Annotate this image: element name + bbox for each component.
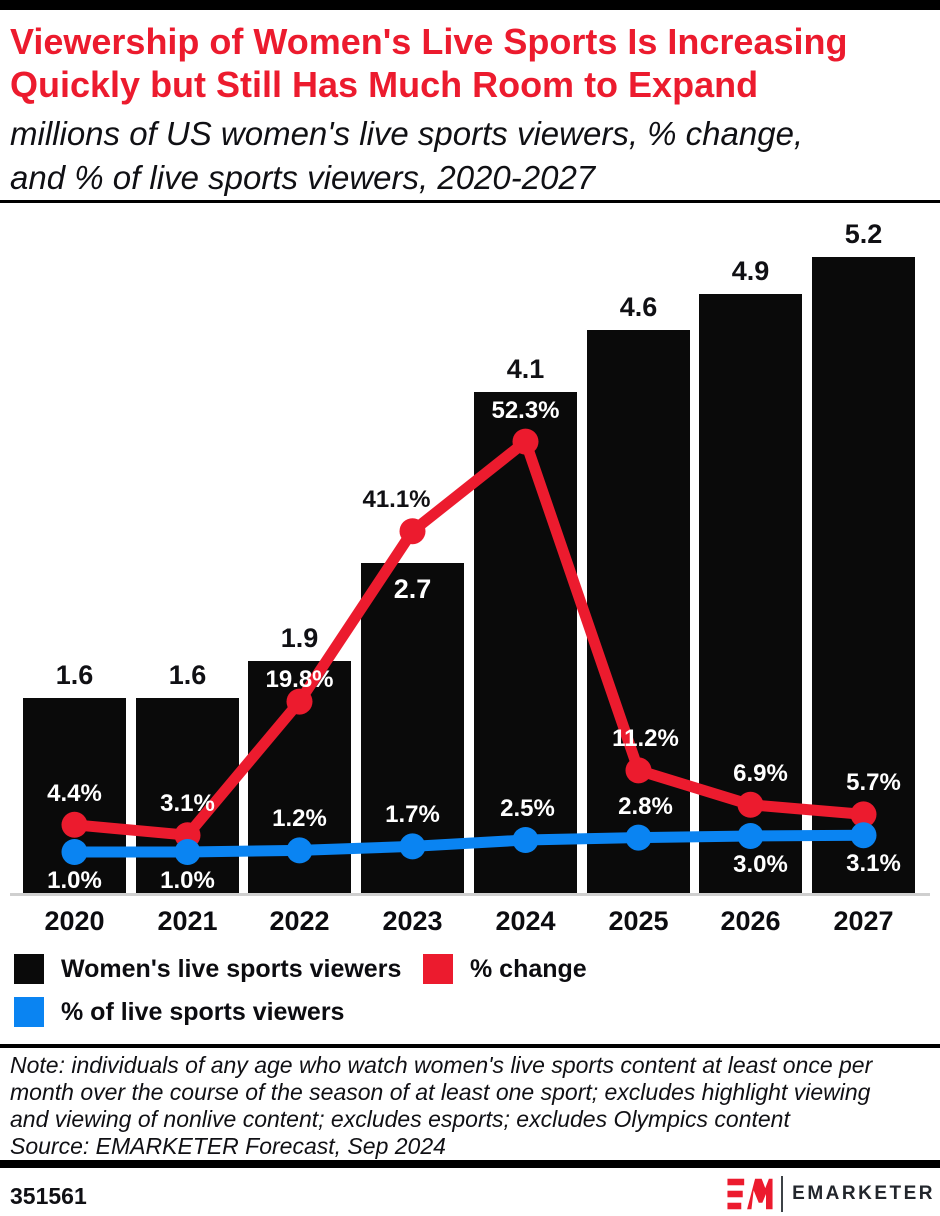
- footnote-line-2: month over the course of the season of a…: [10, 1079, 871, 1105]
- page-title-line-2: Quickly but Still Has Much Room to Expan…: [10, 64, 759, 105]
- pct-change-label-2026: 6.9%: [733, 759, 788, 787]
- top-border-bar: [0, 0, 940, 10]
- header-separator-line: [0, 200, 940, 203]
- pct-change-label-2024: 52.3%: [491, 396, 560, 424]
- x-tick-2023: 2023: [382, 906, 443, 936]
- page-subtitle: millions of US women's live sports viewe…: [10, 112, 936, 200]
- footnote: Note: individuals of any age who watch w…: [10, 1052, 936, 1160]
- footnote-line-1: Note: individuals of any age who watch w…: [10, 1052, 873, 1078]
- pct-change-label-2022: 19.8%: [265, 665, 334, 693]
- bar-value-label-2026: 4.9: [731, 256, 770, 286]
- x-tick-2021: 2021: [157, 906, 218, 936]
- pct-of-viewers-label-2024: 2.5%: [500, 795, 555, 822]
- pct-of-viewers-label-2021: 1.0%: [160, 867, 215, 894]
- legend-label-pct-of-viewers: % of live sports viewers: [61, 997, 345, 1026]
- pct-of-viewers-label-2020: 1.0%: [47, 867, 102, 894]
- pct-of-viewers-label-2023: 1.7%: [385, 801, 440, 829]
- source-line: Source: EMARKETER Forecast, Sep 2024: [10, 1133, 446, 1159]
- bar-value-label-2025: 4.6: [619, 292, 658, 322]
- pct-of-viewers-label-2026: 3.0%: [733, 851, 788, 878]
- x-tick-2024: 2024: [495, 906, 556, 936]
- legend-item-pct-of-viewers: % of live sports viewers: [14, 997, 344, 1027]
- bar-2026: [699, 294, 802, 894]
- pct-change-label-2023: 41.1%: [362, 486, 431, 514]
- bar-value-label-2020: 1.6: [55, 660, 94, 690]
- pct-of-viewers-label-2022: 1.2%: [272, 805, 327, 833]
- pct-change-label-2025: 11.2%: [612, 725, 679, 753]
- x-tick-2022: 2022: [269, 906, 330, 936]
- legend-item-pct-change: % change: [423, 954, 587, 984]
- bar-2023: [361, 563, 464, 894]
- bar-value-label-2027: 5.2: [844, 219, 883, 249]
- x-tick-2027: 2027: [833, 906, 894, 936]
- page-title: Viewership of Women's Live Sports Is Inc…: [10, 20, 936, 106]
- footnote-line-3: and viewing of nonlive content; excludes…: [10, 1106, 790, 1132]
- pct-change-label-2020: 4.4%: [47, 779, 102, 807]
- bar-2022: [248, 661, 351, 894]
- pct-change-label-2027: 5.7%: [846, 769, 901, 797]
- black-bar-legend-swatch: [14, 954, 44, 984]
- red-line-legend-swatch: [423, 954, 453, 984]
- bar-value-label-2021: 1.6: [168, 660, 207, 690]
- legend-item-women-viewers: Women's live sports viewers: [14, 954, 401, 984]
- logo-divider: [781, 1176, 784, 1212]
- page-title-line-1: Viewership of Women's Live Sports Is Inc…: [10, 21, 848, 62]
- brand-name: EMARKETER: [792, 1183, 935, 1204]
- page-subtitle-line-1: millions of US women's live sports viewe…: [10, 115, 804, 152]
- x-tick-2025: 2025: [608, 906, 669, 936]
- x-tick-2020: 2020: [44, 906, 105, 936]
- emarketer-logo: EMARKETER: [727, 1175, 935, 1213]
- note-separator-line: [0, 1044, 940, 1048]
- chart-canvas: 1.6 2020 1.6 2021 1.9 2022 2.7 2023 4.1 2024 4.6 20…: [0, 203, 940, 948]
- bar-2027: [812, 257, 915, 894]
- pct-change-point-2023: [399, 518, 426, 545]
- bar-value-label-2022: 1.9: [280, 623, 319, 653]
- bar-value-label-2023: 2.7: [393, 574, 432, 604]
- emarketer-monogram-icon: [727, 1178, 773, 1210]
- pct-of-viewers-label-2025: 2.8%: [618, 792, 673, 820]
- footer-separator-line: [0, 1160, 940, 1168]
- x-axis-line: [10, 893, 930, 896]
- blue-line-legend-swatch: [14, 997, 44, 1027]
- legend-label-pct-change: % change: [470, 954, 587, 983]
- chart-id: 351561: [10, 1183, 87, 1209]
- pct-of-viewers-label-2027: 3.1%: [846, 850, 901, 878]
- bar-value-label-2024: 4.1: [506, 354, 545, 384]
- page-subtitle-line-2: and % of live sports viewers, 2020-2027: [10, 159, 596, 196]
- pct-change-label-2021: 3.1%: [160, 790, 215, 818]
- legend-label-women-viewers: Women's live sports viewers: [61, 954, 402, 983]
- x-tick-2026: 2026: [720, 906, 781, 936]
